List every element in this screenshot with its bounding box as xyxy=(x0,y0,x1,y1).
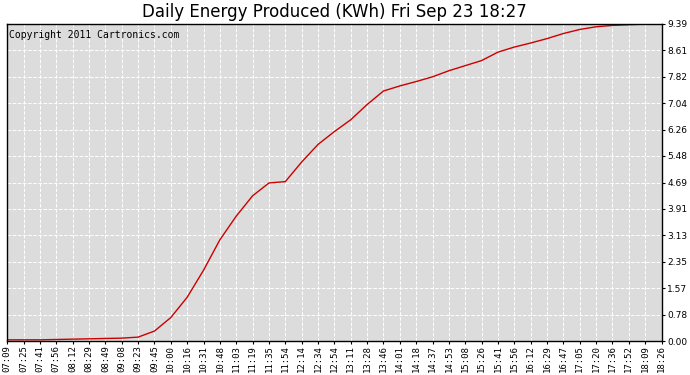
Text: Copyright 2011 Cartronics.com: Copyright 2011 Cartronics.com xyxy=(8,30,179,40)
Title: Daily Energy Produced (KWh) Fri Sep 23 18:27: Daily Energy Produced (KWh) Fri Sep 23 1… xyxy=(142,3,526,21)
